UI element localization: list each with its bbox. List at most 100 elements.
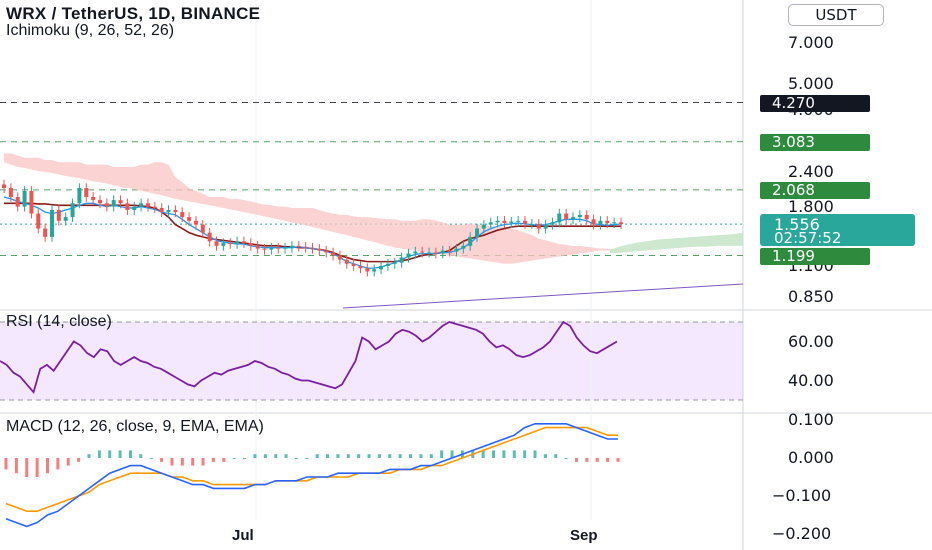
candle-body xyxy=(392,262,397,264)
macd-histogram-bar xyxy=(409,454,413,458)
macd-histogram-bar xyxy=(336,454,340,458)
candle-body xyxy=(111,200,116,207)
macd-histogram-bar xyxy=(492,450,496,458)
bar-countdown: 02:57:52 xyxy=(774,229,842,247)
macd-histogram-bar xyxy=(606,458,610,462)
price-tick-label: 5.000 xyxy=(788,73,834,93)
macd-line xyxy=(5,422,618,528)
macd-histogram-bar xyxy=(56,458,60,470)
price-tick-label: 7.000 xyxy=(788,33,834,52)
candle-body xyxy=(125,203,130,211)
candle-body xyxy=(557,213,562,223)
macd-histogram-bar xyxy=(77,458,81,462)
price-level-tag: 3.083 xyxy=(760,133,870,151)
macd-histogram-bar xyxy=(274,454,278,458)
candle-body xyxy=(70,203,75,218)
macd-histogram-bar xyxy=(543,454,547,458)
macd-histogram-bar xyxy=(263,454,267,458)
candle-body xyxy=(235,241,240,244)
current-price-tag: 1.556 02:57:52 xyxy=(760,214,915,247)
time-label-jul: Jul xyxy=(232,527,254,544)
macd-tick-label: −0.200 xyxy=(772,524,832,543)
chart-title: WRX / TetherUS, 1D, BINANCE xyxy=(6,4,261,23)
macd-tick-label: 0.100 xyxy=(788,410,834,429)
macd-label[interactable]: MACD (12, 26, close, 9, EMA, EMA) xyxy=(6,418,264,435)
macd-histogram-bar xyxy=(398,454,402,458)
candle-body xyxy=(516,220,521,222)
macd-histogram-bar xyxy=(440,450,444,458)
macd-histogram-bar xyxy=(284,454,288,458)
macd-histogram-bar xyxy=(232,458,236,459)
macd-histogram-bar xyxy=(294,458,298,459)
candle-body xyxy=(255,245,260,249)
candle-body xyxy=(132,206,137,211)
macd-histogram-bar xyxy=(346,454,350,458)
candle-body xyxy=(502,220,507,224)
candle-body xyxy=(289,245,294,248)
candle-body xyxy=(104,203,109,207)
candle-body xyxy=(97,200,102,204)
candle-body xyxy=(214,241,219,246)
candle-body xyxy=(427,252,432,254)
candle-body xyxy=(331,252,336,256)
rsi-tick-label: 40.00 xyxy=(788,370,834,390)
candle-body xyxy=(365,268,370,272)
candle-body xyxy=(221,243,226,246)
macd-histogram-bar xyxy=(87,454,91,458)
indicator-label[interactable]: Ichimoku (9, 26, 52, 26) xyxy=(6,22,175,39)
candle-body xyxy=(228,243,233,245)
ichimoku-cloud-bullish xyxy=(610,232,743,254)
macd-histogram-bar xyxy=(523,450,527,458)
macd-histogram-bar xyxy=(388,454,392,458)
candle-body xyxy=(84,188,89,197)
macd-histogram-bar xyxy=(554,454,558,458)
candle-body xyxy=(173,210,178,213)
macd-histogram-bar xyxy=(367,454,371,458)
candle-body xyxy=(241,241,246,244)
rsi-label[interactable]: RSI (14, close) xyxy=(6,313,112,330)
macd-histogram-bar xyxy=(305,458,309,459)
candle-body xyxy=(187,217,192,221)
candle-body xyxy=(550,222,555,225)
candle-body xyxy=(605,220,610,224)
price-level-tag: 1.199 xyxy=(760,247,870,265)
price-tick-label: 0.850 xyxy=(788,287,834,306)
candle-body xyxy=(310,247,315,249)
candle-body xyxy=(8,188,13,197)
macd-histogram-bar xyxy=(191,458,195,466)
macd-histogram-bar xyxy=(14,458,18,474)
trend-line xyxy=(342,283,744,309)
candle-body xyxy=(420,251,425,253)
macd-histogram-bar xyxy=(595,458,599,462)
candle-body xyxy=(337,255,342,260)
candle-body xyxy=(413,251,418,254)
macd-tick-label: −0.100 xyxy=(772,486,832,505)
candle-body xyxy=(372,269,377,272)
candle-body xyxy=(475,228,480,237)
candle-body xyxy=(91,196,96,201)
currency-button[interactable]: USDT xyxy=(788,4,884,26)
candle-body xyxy=(488,222,493,225)
candle-body xyxy=(529,223,534,225)
macd-signal-line xyxy=(5,426,618,513)
macd-histogram-bar xyxy=(211,458,215,462)
price-tick-label: 1.800 xyxy=(788,196,834,216)
macd-histogram-bar xyxy=(585,458,589,462)
macd-histogram-bar xyxy=(512,450,516,458)
macd-histogram-bar xyxy=(118,450,122,458)
candle-body xyxy=(2,184,6,189)
macd-histogram-bar xyxy=(222,458,226,462)
candle-body xyxy=(612,222,617,224)
candle-body xyxy=(296,245,301,247)
candle-body xyxy=(118,200,123,204)
macd-histogram-bar xyxy=(450,450,454,458)
candle-body xyxy=(358,265,363,269)
candle-body xyxy=(283,247,288,249)
macd-histogram-bar xyxy=(149,458,153,459)
candle-body xyxy=(63,217,68,221)
candle-body xyxy=(159,207,164,213)
candle-body xyxy=(276,247,281,249)
candle-body xyxy=(598,220,603,225)
macd-histogram-bar xyxy=(35,458,39,477)
